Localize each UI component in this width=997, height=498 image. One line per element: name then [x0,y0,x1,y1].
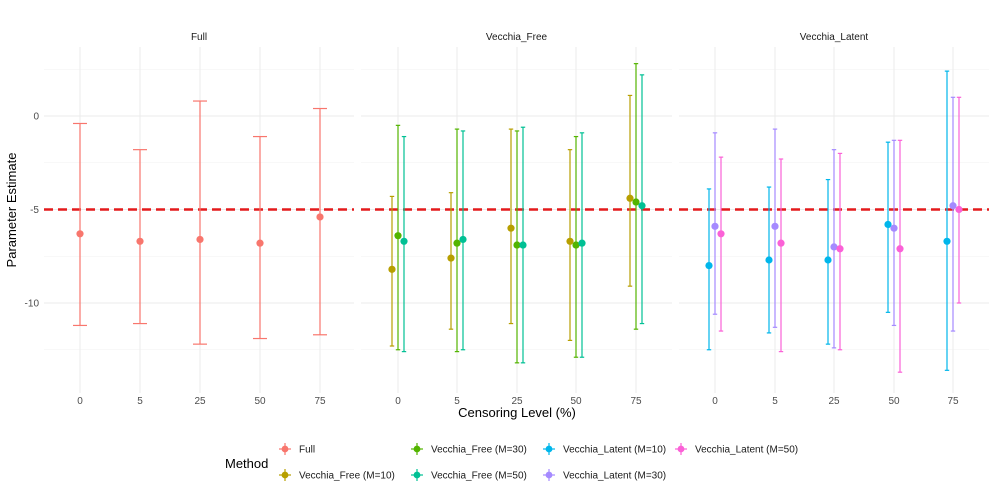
data-point [196,235,204,244]
y-tick-label: -10 [25,299,40,310]
legend-label: Full [299,445,315,456]
data-point [316,213,324,221]
facet-title: Vecchia_Latent [800,32,869,43]
x-axis-title: Censoring Level (%) [458,405,576,420]
facet-panel-free: Vecchia_Free 0 5 25 50 75 [361,32,672,407]
legend: Method Full Vecchia_Free (M=10) Vecchia_Fr… [225,443,798,482]
x-tick-label: 75 [314,396,326,407]
legend-item-latent10: Vecchia_Latent (M=10) [543,443,666,456]
facet-panel-latent: Vecchia_Latent 0 5 25 50 75 [679,32,989,407]
x-tick-label: 0 [712,396,718,407]
x-tick-label: 75 [630,396,642,407]
legend-key-point [413,471,421,479]
legend-label: Vecchia_Latent (M=50) [695,445,798,456]
legend-key-point [545,471,553,479]
data-point [388,265,396,273]
x-tick-label: 25 [828,396,840,407]
legend-item-full: Full [279,443,315,456]
series-latent10 [705,70,951,371]
data-point [447,254,455,262]
data-point [507,224,515,232]
data-point [519,241,527,249]
x-tick-label: 0 [395,396,401,407]
data-point [955,205,963,214]
legend-key-point [281,445,289,453]
legend-item-free10: Vecchia_Free (M=10) [279,469,395,482]
data-point [136,237,144,245]
data-point [394,232,402,240]
x-tick-label: 50 [254,396,266,407]
legend-item-free50: Vecchia_Free (M=50) [411,469,527,482]
series-full [73,100,327,345]
data-point [76,230,84,238]
legend-label: Vecchia_Free (M=10) [299,471,395,482]
data-point [824,256,832,264]
data-point [705,262,713,270]
data-point [256,239,264,247]
data-point [836,245,844,253]
data-point [566,237,574,245]
series-latent50 [717,96,963,373]
x-tick-label: 75 [947,396,959,407]
x-tick-label: 50 [570,396,582,407]
data-point [513,241,521,249]
legend-key-point [677,445,685,453]
panel-background [44,47,354,393]
data-point [459,235,467,244]
series-free50 [400,74,646,364]
data-point [949,202,957,210]
x-tick-label: 50 [888,396,900,407]
y-axis: 0 -5 -10 [25,112,40,310]
x-tick-label: 25 [511,396,523,407]
legend-item-free30: Vecchia_Free (M=30) [411,443,527,456]
x-tick-label: 25 [194,396,206,407]
data-point [771,222,779,230]
data-point [777,239,785,247]
data-point [453,239,461,247]
series-latent30 [711,96,957,349]
y-tick-label: 0 [33,112,39,123]
data-point [943,237,951,245]
legend-key-point [545,445,553,453]
x-tick-label: 5 [454,396,460,407]
data-point [626,194,634,202]
data-point [890,224,898,232]
legend-label: Vecchia_Free (M=30) [431,445,527,456]
series-free10 [388,94,634,347]
x-tick-label: 5 [137,396,143,407]
series-free30 [394,63,640,364]
data-point [830,243,838,251]
facet-title: Vecchia_Free [486,32,548,43]
x-tick-label: 5 [772,396,778,407]
x-tick-label: 0 [77,396,83,407]
legend-item-latent30: Vecchia_Latent (M=30) [543,469,666,482]
data-point [572,241,580,249]
legend-item-latent50: Vecchia_Latent (M=50) [675,443,798,456]
legend-label: Vecchia_Latent (M=10) [563,445,666,456]
data-point [896,245,904,253]
data-point [632,198,640,206]
legend-title: Method [225,456,268,471]
legend-key-point [281,471,289,479]
y-axis-title: Parameter Estimate [4,153,19,268]
facet-panel-full: Full 0 5 25 50 75 [44,32,354,407]
legend-key-point [413,445,421,453]
facet-title: Full [191,32,207,43]
data-point [400,237,408,245]
data-point [711,222,719,230]
y-tick-label: -5 [30,205,39,216]
data-point [638,202,646,210]
legend-label: Vecchia_Free (M=50) [431,471,527,482]
data-point [717,230,725,238]
data-point [765,256,773,264]
legend-label: Vecchia_Latent (M=30) [563,471,666,482]
data-point [578,239,586,247]
data-point [884,220,892,229]
